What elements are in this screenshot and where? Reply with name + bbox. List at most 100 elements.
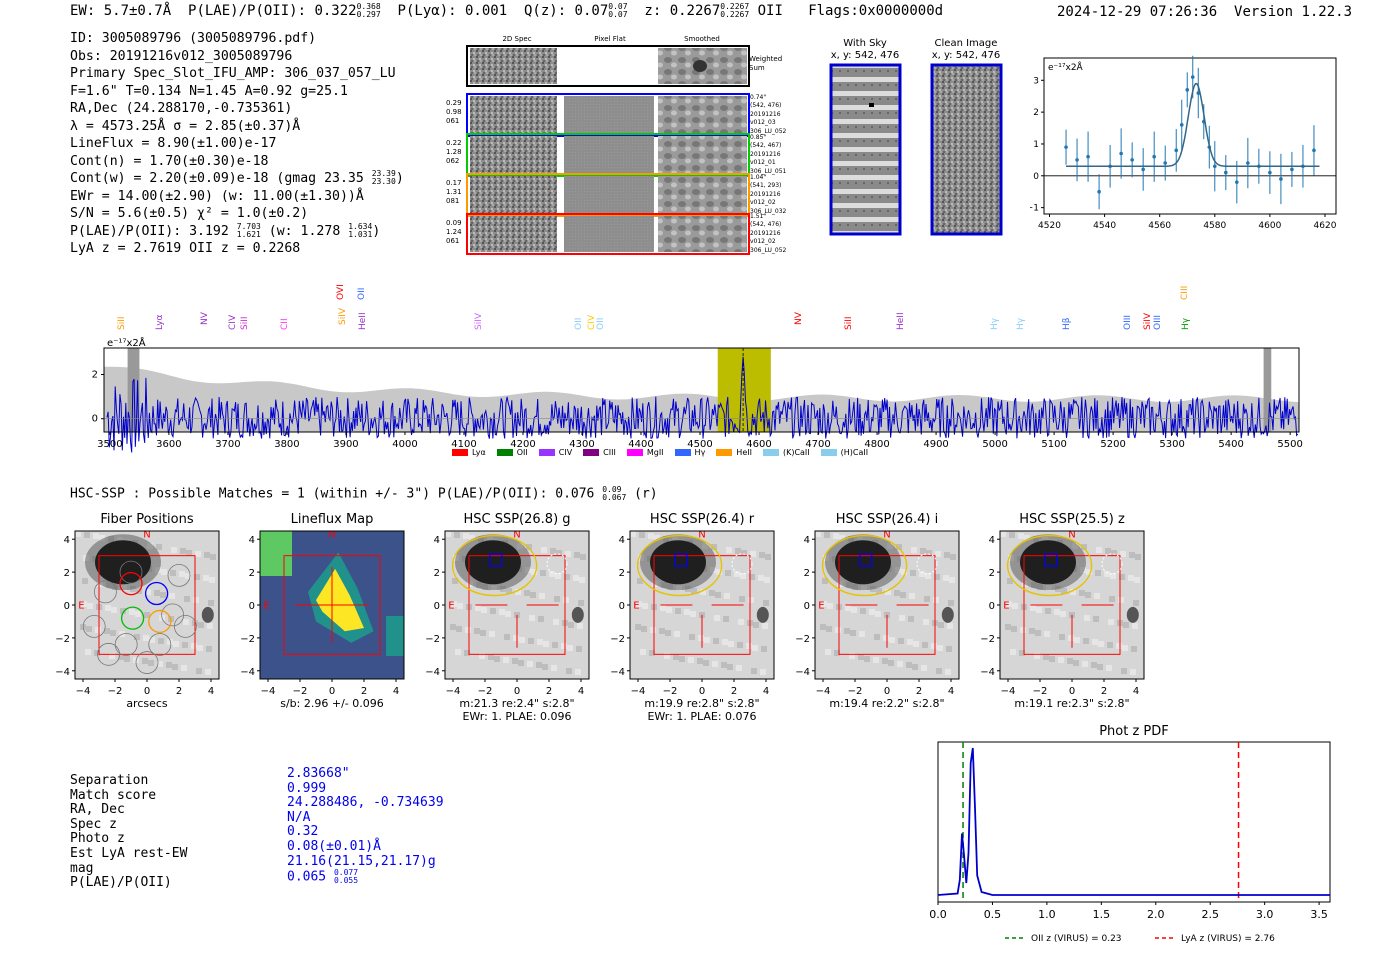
search-box	[1023, 555, 1121, 655]
hsc-noise-pixel	[120, 608, 126, 614]
hsc-noise-pixel	[910, 570, 916, 576]
hsc-noise-pixel	[145, 589, 151, 595]
hsc-ytick-label: −4	[795, 667, 810, 678]
hsc-noise-pixel	[479, 653, 485, 659]
hsc-noise-pixel	[563, 597, 569, 603]
hsc-noise-pixel	[512, 658, 518, 664]
cutout-row-4	[466, 213, 750, 255]
hsc-panel-image: N E 4 2 0 −2 −4 −4 −2 0 2 4	[240, 530, 405, 697]
clean-image	[930, 63, 1003, 236]
col-header-2dspec: 2D Spec	[502, 35, 532, 43]
hsc-noise-pixel	[640, 649, 646, 655]
hsc-noise-pixel	[1094, 593, 1100, 599]
zoom-data-point	[1312, 148, 1316, 153]
hsc-noise-pixel	[75, 531, 81, 537]
hsc-noise-pixel	[664, 653, 670, 659]
zoom-data-point	[1064, 145, 1068, 149]
hsc-noise-pixel	[667, 584, 673, 590]
hsc-noise-pixel	[462, 556, 468, 562]
hsc-ytick-label: 0	[434, 601, 440, 612]
hsc-summary: HSC-SSP : Possible Matches = 1 (within +…	[70, 486, 658, 502]
hsc-noise-pixel	[950, 554, 956, 560]
hsc-noise-pixel	[203, 575, 209, 581]
photz-pdf-plot: 0.0 0.5 1.0 1.5 2.0 2.5 3.0 3.5 OII z (VIRUS) = …	[929, 741, 1331, 944]
hsc-panel-title: Fiber Positions	[100, 512, 194, 527]
hsc-xtick-label: 2	[361, 686, 367, 697]
hsc-noise-pixel	[121, 585, 127, 591]
hsc-noise-pixel	[688, 657, 694, 663]
hsc-noise-pixel	[451, 601, 457, 607]
zoom-data-point	[1235, 180, 1239, 184]
col-header-smoothed: Smoothed	[684, 35, 720, 43]
legend-swatch	[820, 449, 837, 456]
hsc-noise-pixel	[700, 589, 706, 595]
match-value-frac: 0.077 0.055	[334, 869, 358, 885]
hsc-xtick-label: 0	[1069, 686, 1075, 697]
full-xtick-label: 5100	[1041, 439, 1066, 450]
header-plae-sup: 0.368	[356, 2, 381, 11]
hsc-noise-pixel	[1011, 626, 1017, 632]
fiber-circle	[114, 633, 138, 656]
full-xtick-label: 4400	[628, 439, 653, 450]
hsc-noise-pixel	[1109, 596, 1115, 602]
match-value-text: 0.065	[287, 869, 327, 885]
hsc-noise-pixel	[728, 641, 734, 647]
hsc-noise-pixel	[92, 556, 98, 562]
hsc-noise-pixel	[86, 626, 92, 632]
hsc-noise-pixel	[539, 593, 545, 599]
hsc-noise-pixel	[934, 574, 940, 580]
hsc-noise-pixel	[1133, 600, 1139, 606]
hsc-noise-pixel	[673, 654, 679, 660]
hsc-noise-pixel	[711, 544, 717, 550]
hsc-noise-pixel	[712, 661, 718, 667]
hsc-noise-pixel	[1096, 547, 1102, 553]
legend-item: Lyα	[452, 448, 486, 457]
lineflux-patch	[386, 616, 404, 656]
info-radec: RA,Dec (24.288170,-0.735361)	[70, 101, 293, 116]
hsc-noise-pixel	[887, 543, 893, 549]
hsc-noise-pixel	[895, 567, 901, 573]
hsc-xtick-label: 0	[884, 686, 890, 697]
hsc-noise-pixel	[1118, 597, 1124, 603]
hsc-ytick-label: −2	[55, 634, 70, 645]
hsc-noise-pixel	[576, 646, 582, 652]
hsc-noise-pixel	[457, 603, 463, 609]
pdf-legend-label: OII z (VIRUS) = 0.23	[1031, 934, 1122, 944]
hsc-noise-pixel	[709, 590, 715, 596]
match-value: 2.83668"	[287, 766, 350, 781]
cutout-row-3	[466, 173, 750, 217]
zoom-data-point	[1075, 158, 1079, 162]
hsc-noise-pixel	[147, 543, 153, 549]
hsc-ytick-label: −2	[980, 634, 995, 645]
hsc-noise-pixel	[870, 586, 876, 592]
line-label: CIII	[1180, 285, 1190, 300]
hsc-noise-pixel	[882, 658, 888, 664]
hsc-xtick-label: 2	[731, 686, 737, 697]
compass-n: N	[143, 530, 150, 541]
hsc-noise-pixel	[1055, 586, 1061, 592]
hsc-noise-pixel	[195, 551, 201, 557]
hsc-noise-pixel	[834, 650, 840, 656]
hsc-noise-pixel	[760, 669, 766, 675]
compass-n: N	[883, 530, 890, 541]
zoom-xtick-label: 4620	[1314, 221, 1337, 231]
pdf-curve	[937, 747, 1330, 896]
full-xtick-label: 4900	[923, 439, 948, 450]
hsc-noise-pixel	[194, 574, 200, 580]
hsc-noise-pixel	[95, 627, 101, 633]
fiber-circle	[173, 614, 197, 638]
hsc-noise-pixel	[1123, 622, 1129, 628]
photz-title: Phot z PDF	[1099, 724, 1169, 739]
hsc-noise-pixel	[580, 554, 586, 560]
hsc-noise-pixel	[684, 609, 690, 615]
cutout-row-1	[466, 93, 750, 137]
galaxy-halo	[1010, 534, 1086, 591]
hsc-noise-pixel	[943, 575, 949, 581]
galaxy-core	[835, 540, 891, 585]
legend-swatch	[716, 449, 733, 456]
hsc-noise-pixel	[482, 584, 488, 590]
galaxy-halo	[640, 534, 716, 591]
pdf-xtick-label: 1.5	[1093, 908, 1111, 921]
hsc-noise-pixel	[494, 656, 500, 662]
hsc-noise-pixel	[920, 548, 926, 554]
